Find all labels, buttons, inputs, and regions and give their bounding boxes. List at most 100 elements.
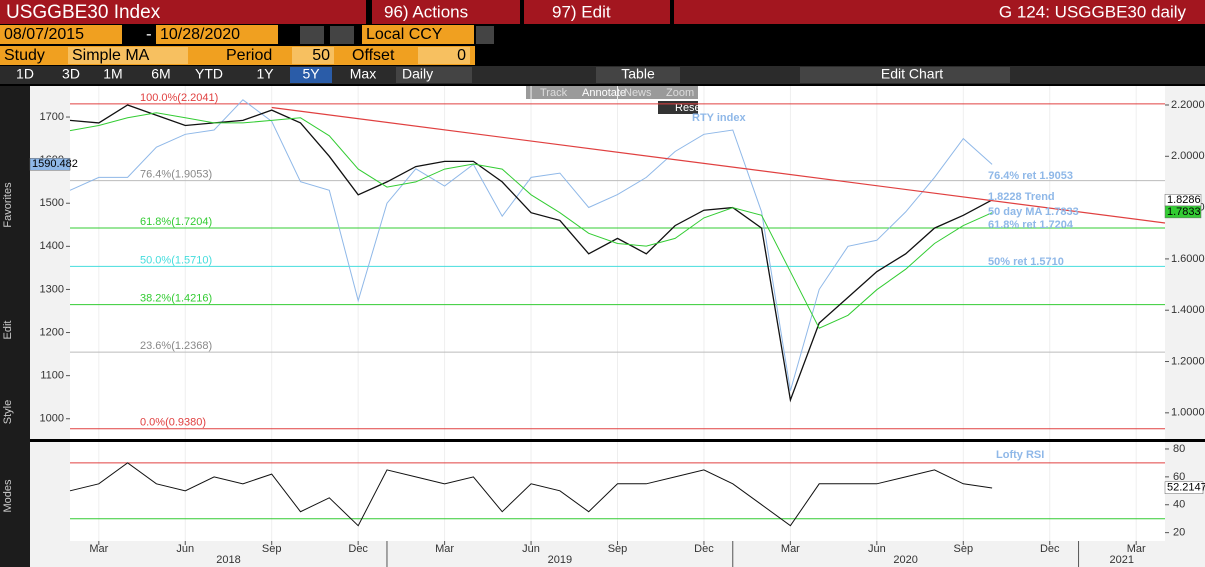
x-tick-label: Sep <box>262 543 282 555</box>
reset-label[interactable]: Reset <box>675 102 704 114</box>
y-tick-label: 1400 <box>40 240 64 252</box>
start-date[interactable]: 08/07/2015 <box>4 26 84 43</box>
annotation: 61.8% ret 1.7204 <box>988 219 1074 231</box>
edit-label[interactable]: 97) Edit <box>552 2 611 21</box>
mini-tool[interactable]: Track <box>540 87 568 99</box>
range-button[interactable] <box>290 67 332 83</box>
edit-button[interactable] <box>524 0 670 24</box>
x-tick-label: Jun <box>522 543 540 555</box>
study[interactable]: Simple MA <box>72 47 150 64</box>
next-button[interactable] <box>330 26 354 44</box>
fib-label: 0.0%(0.9380) <box>140 417 206 429</box>
range-button[interactable] <box>188 67 230 83</box>
y2-tick-label: 1.0000 <box>1171 407 1205 419</box>
actions-button[interactable] <box>372 0 520 24</box>
annotation: 50 day MA 1.7833 <box>988 206 1079 218</box>
study-label: Study <box>4 47 45 64</box>
offset[interactable]: 0 <box>457 47 466 64</box>
range-button[interactable] <box>140 67 182 83</box>
fib-label: 61.8%(1.7204) <box>140 216 212 228</box>
range-button[interactable] <box>50 67 92 83</box>
range-button[interactable] <box>244 67 286 83</box>
currency-box[interactable] <box>362 25 474 44</box>
offset-label: Offset <box>352 47 395 64</box>
range-label[interactable]: 1M <box>103 66 122 82</box>
range-label[interactable]: YTD <box>195 66 223 82</box>
y-tick-label: 80 <box>1173 443 1185 455</box>
mini-tool[interactable]: Zoom <box>666 87 694 99</box>
edit-chart-button[interactable] <box>800 67 1010 83</box>
currency-dropdown[interactable] <box>476 26 494 44</box>
x-tick-label: Mar <box>89 543 108 555</box>
currency[interactable]: Local CCY <box>366 26 443 43</box>
x-tick-label: Dec <box>1040 543 1060 555</box>
range-button[interactable] <box>92 67 134 83</box>
fib-label: 50.0%(1.5710) <box>140 254 212 266</box>
range-label[interactable]: 1Y <box>256 66 274 82</box>
range-button[interactable] <box>338 67 388 83</box>
period[interactable]: 50 <box>312 47 330 64</box>
mini-tool[interactable]: News <box>624 87 652 99</box>
y2-tick-label: 1.2000 <box>1171 355 1205 367</box>
x-tick-label: Sep <box>608 543 628 555</box>
series-label: RTY index <box>692 112 746 124</box>
series-line <box>69 99 993 391</box>
edit-chart-label[interactable]: Edit Chart <box>881 66 943 82</box>
annotation: 76.4% ret 1.9053 <box>988 170 1073 182</box>
rsi-title: Lofty RSI <box>996 449 1044 461</box>
range-label[interactable]: 1D <box>16 66 34 82</box>
range-label[interactable]: 6M <box>151 66 170 82</box>
range-label[interactable]: Max <box>350 66 376 82</box>
end-date[interactable]: 10/28/2020 <box>160 26 240 43</box>
actions-label[interactable]: 96) Actions <box>384 2 468 21</box>
table-label[interactable]: Table <box>621 66 655 82</box>
chart-name-box <box>674 0 1205 24</box>
security-title: USGGBE30 Index <box>6 2 161 23</box>
end-date-box[interactable] <box>156 25 278 44</box>
side-label: Modes <box>2 479 14 513</box>
y-tick-label: 40 <box>1173 499 1185 511</box>
y2-tick-label: 1.4000 <box>1171 304 1205 316</box>
period-box[interactable] <box>292 47 334 64</box>
y2-tick-label: 1.6000 <box>1171 253 1205 265</box>
offset-box[interactable] <box>418 47 470 64</box>
frequency[interactable]: Daily <box>402 66 433 82</box>
study-box[interactable] <box>68 47 188 64</box>
x-tick-label: Dec <box>694 543 714 555</box>
x-tick-label: Mar <box>781 543 800 555</box>
y-tick-label: 1200 <box>40 326 64 338</box>
prev-button[interactable] <box>300 26 324 44</box>
rsi-line <box>69 462 993 527</box>
chart-name: G 124: USGGBE30 daily <box>999 2 1187 21</box>
value-tag <box>1164 205 1202 219</box>
date-dash: - <box>146 24 152 43</box>
y-tick-label: 60 <box>1173 471 1185 483</box>
range-label[interactable]: 5Y <box>302 66 320 82</box>
fib-label: 76.4%(1.9053) <box>140 168 212 180</box>
sidebar <box>0 86 30 567</box>
y-tick-label: 1000 <box>40 413 64 425</box>
mini-tool[interactable]: Annotate <box>582 87 626 99</box>
y-tick-label: 1700 <box>40 111 64 123</box>
value-tag <box>29 157 71 171</box>
title-box <box>0 0 366 24</box>
value-tag-label: 1.7833 <box>1167 206 1201 218</box>
value-tag-label: 1590.482 <box>32 158 78 170</box>
annotation: 1.8228 Trend <box>988 191 1055 203</box>
series-line <box>69 112 993 329</box>
range-button[interactable] <box>4 67 46 83</box>
range-label[interactable]: 3D <box>62 66 80 82</box>
y-tick-label: 1300 <box>40 283 64 295</box>
frequency-box[interactable] <box>396 67 472 83</box>
x-tick-label: Sep <box>954 543 974 555</box>
side-label: Edit <box>2 321 14 340</box>
fib-label: 100.0%(2.2041) <box>140 92 218 104</box>
side-label: Favorites <box>2 182 14 228</box>
year-label: 2021 <box>1110 554 1134 566</box>
table-button[interactable] <box>596 67 680 83</box>
start-date-box[interactable] <box>0 25 122 44</box>
fib-label: 38.2%(1.4216) <box>140 293 212 305</box>
mini-toolbar-box <box>526 86 698 99</box>
x-tick-label: Jun <box>868 543 886 555</box>
